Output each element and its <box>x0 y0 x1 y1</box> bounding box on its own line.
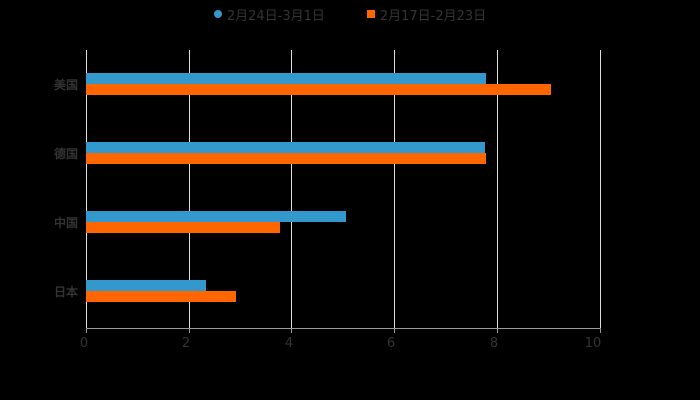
bar-series2[interactable] <box>86 153 486 164</box>
gridline <box>497 50 498 328</box>
legend-item-series1[interactable]: 2月24日-3月1日 <box>213 5 325 24</box>
x-tick-label: 6 <box>386 336 396 351</box>
x-tick-label: 2 <box>181 336 191 351</box>
x-tick <box>600 328 601 333</box>
bar-series2[interactable] <box>86 291 236 302</box>
x-tick <box>189 328 190 333</box>
x-tick <box>86 328 87 333</box>
legend-square-icon <box>366 10 375 18</box>
gridline <box>291 50 292 328</box>
x-tick <box>394 328 395 333</box>
gridline <box>189 50 190 328</box>
bar-series1[interactable] <box>86 211 346 222</box>
x-tick <box>497 328 498 333</box>
x-axis-line <box>86 328 601 329</box>
bar-series2[interactable] <box>86 222 280 233</box>
category-label: 中国 <box>53 216 78 230</box>
x-tick-label: 0 <box>79 336 89 351</box>
gridline <box>600 50 601 328</box>
bar-series2[interactable] <box>86 84 551 95</box>
bar-series1[interactable] <box>86 142 485 153</box>
legend: 2月24日-3月1日 2月17日-2月23日 <box>0 4 700 24</box>
x-tick-label: 8 <box>489 336 499 351</box>
category-label: 日本 <box>53 285 78 299</box>
x-tick <box>291 328 292 333</box>
gridline <box>394 50 395 328</box>
legend-label: 2月24日-3月1日 <box>226 8 325 24</box>
category-label: 德国 <box>53 147 78 161</box>
bar-series1[interactable] <box>86 280 206 291</box>
x-tick-label: 10 <box>584 336 602 351</box>
category-label: 美国 <box>53 78 78 92</box>
legend-circle-icon <box>213 10 222 18</box>
legend-label: 2月17日-2月23日 <box>379 8 487 24</box>
bar-series1[interactable] <box>86 73 486 84</box>
legend-item-series2[interactable]: 2月17日-2月23日 <box>366 5 487 24</box>
gridline <box>86 50 87 328</box>
x-tick-label: 4 <box>284 336 294 351</box>
plot-area <box>86 50 601 328</box>
